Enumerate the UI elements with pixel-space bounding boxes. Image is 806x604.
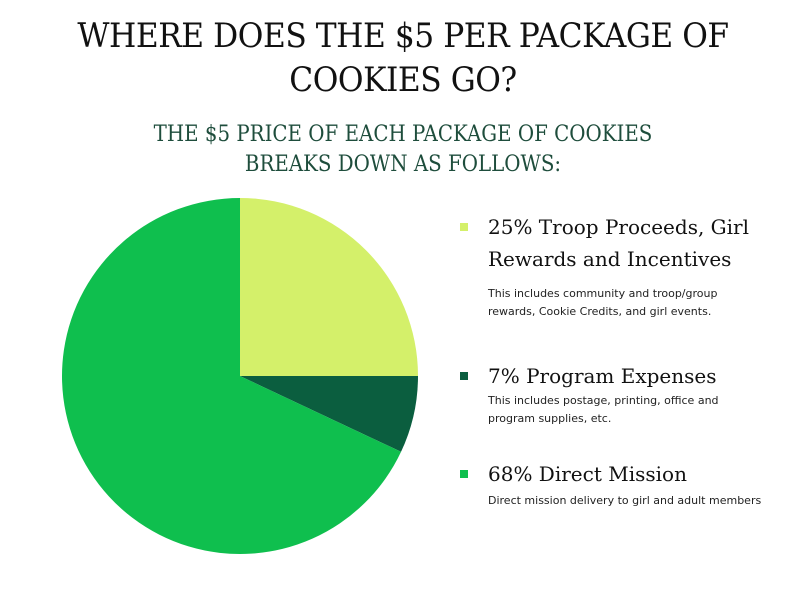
- legend-label: 7% Program Expenses: [488, 364, 717, 388]
- chart-subtitle: THE $5 PRICE OF EACH PACKAGE OF COOKIES …: [153, 122, 653, 177]
- legend-description: This includes community and troop/group …: [488, 287, 718, 318]
- chart-title: WHERE DOES THE $5 PER PACKAGE OF COOKIES…: [77, 16, 729, 100]
- pie-chart: [62, 198, 418, 554]
- pie-slice-direct-mission: [62, 198, 402, 554]
- pie-slice-program-expenses: [240, 376, 418, 452]
- legend-swatch: [460, 372, 468, 380]
- legend-swatch: [460, 470, 468, 478]
- pie-slice-troop-proceeds: [240, 198, 418, 376]
- legend-swatch: [460, 223, 468, 231]
- legend-label: 25% Troop Proceeds, Girl Rewards and Inc…: [488, 215, 749, 271]
- legend-label: 68% Direct Mission: [488, 462, 687, 486]
- legend-description: Direct mission delivery to girl and adul…: [488, 494, 762, 507]
- legend-description: This includes postage, printing, office …: [488, 394, 719, 425]
